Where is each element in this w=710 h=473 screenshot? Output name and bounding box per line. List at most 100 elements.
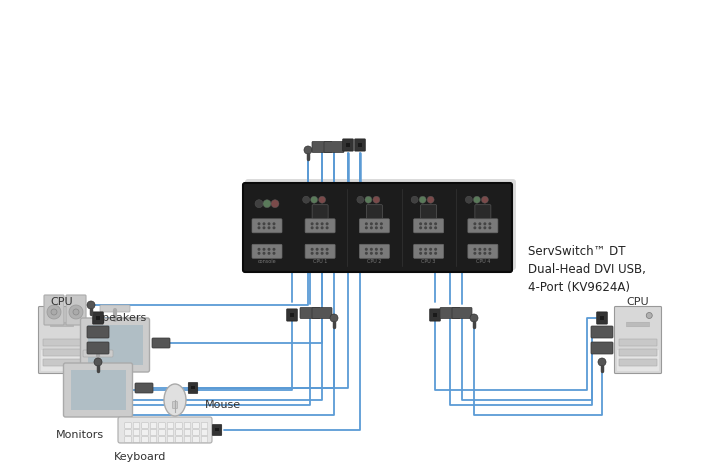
Circle shape (327, 227, 328, 228)
Circle shape (327, 223, 328, 225)
Circle shape (425, 223, 427, 225)
FancyBboxPatch shape (133, 423, 140, 428)
FancyBboxPatch shape (614, 307, 662, 374)
FancyBboxPatch shape (135, 383, 153, 393)
Circle shape (322, 248, 323, 250)
FancyBboxPatch shape (619, 349, 657, 356)
Circle shape (327, 253, 328, 254)
FancyBboxPatch shape (591, 342, 613, 354)
Circle shape (327, 248, 328, 250)
FancyBboxPatch shape (619, 359, 657, 366)
Circle shape (271, 200, 279, 208)
Text: CPU 4: CPU 4 (476, 259, 490, 264)
Ellipse shape (164, 384, 186, 416)
Circle shape (381, 223, 382, 225)
FancyBboxPatch shape (596, 312, 607, 324)
FancyBboxPatch shape (355, 139, 366, 151)
FancyBboxPatch shape (414, 244, 444, 258)
Circle shape (481, 196, 488, 203)
Circle shape (69, 305, 83, 319)
FancyBboxPatch shape (43, 349, 81, 356)
FancyBboxPatch shape (312, 205, 328, 219)
FancyBboxPatch shape (38, 307, 85, 374)
FancyBboxPatch shape (184, 429, 191, 435)
FancyBboxPatch shape (359, 219, 389, 233)
Circle shape (330, 314, 338, 322)
Circle shape (376, 253, 377, 254)
FancyBboxPatch shape (201, 423, 208, 428)
FancyBboxPatch shape (125, 437, 131, 442)
FancyBboxPatch shape (245, 179, 516, 270)
FancyBboxPatch shape (243, 183, 512, 272)
FancyBboxPatch shape (359, 244, 389, 258)
Circle shape (435, 253, 437, 254)
Circle shape (376, 227, 377, 228)
FancyBboxPatch shape (66, 295, 86, 325)
Circle shape (430, 248, 432, 250)
Circle shape (479, 253, 481, 254)
FancyBboxPatch shape (175, 423, 182, 428)
Circle shape (427, 196, 434, 203)
Circle shape (489, 227, 491, 228)
Circle shape (371, 223, 372, 225)
Circle shape (365, 196, 372, 203)
FancyBboxPatch shape (80, 318, 150, 372)
FancyBboxPatch shape (201, 429, 208, 435)
Circle shape (304, 146, 312, 154)
FancyBboxPatch shape (212, 425, 222, 436)
Circle shape (263, 253, 265, 254)
Circle shape (474, 223, 476, 225)
FancyBboxPatch shape (252, 244, 282, 258)
FancyBboxPatch shape (83, 350, 113, 357)
FancyBboxPatch shape (159, 437, 165, 442)
FancyBboxPatch shape (167, 429, 174, 435)
FancyBboxPatch shape (70, 370, 126, 410)
Circle shape (263, 248, 265, 250)
FancyBboxPatch shape (192, 437, 200, 442)
Circle shape (273, 248, 275, 250)
FancyBboxPatch shape (475, 205, 491, 219)
FancyBboxPatch shape (191, 386, 195, 389)
FancyBboxPatch shape (305, 244, 335, 258)
Circle shape (263, 227, 265, 228)
FancyBboxPatch shape (87, 325, 143, 365)
Circle shape (311, 196, 317, 203)
Text: Keyboard: Keyboard (114, 452, 166, 462)
Circle shape (484, 253, 486, 254)
Circle shape (311, 253, 313, 254)
FancyBboxPatch shape (626, 322, 650, 327)
FancyBboxPatch shape (305, 219, 335, 233)
Circle shape (47, 305, 61, 319)
Circle shape (373, 196, 380, 203)
FancyBboxPatch shape (252, 219, 282, 233)
FancyBboxPatch shape (617, 350, 659, 371)
Circle shape (366, 227, 367, 228)
FancyBboxPatch shape (324, 141, 344, 152)
Circle shape (357, 196, 364, 203)
Circle shape (489, 248, 491, 250)
Circle shape (435, 248, 437, 250)
Circle shape (371, 253, 372, 254)
Circle shape (474, 248, 476, 250)
FancyBboxPatch shape (346, 142, 351, 147)
Circle shape (479, 227, 481, 228)
Circle shape (302, 196, 310, 203)
Text: Monitors: Monitors (56, 430, 104, 440)
FancyBboxPatch shape (100, 305, 130, 312)
Circle shape (430, 253, 432, 254)
Circle shape (87, 301, 95, 309)
Circle shape (484, 248, 486, 250)
Circle shape (73, 309, 79, 315)
FancyBboxPatch shape (184, 437, 191, 442)
Text: CPU 1: CPU 1 (313, 259, 327, 264)
FancyBboxPatch shape (152, 338, 170, 348)
FancyBboxPatch shape (343, 139, 354, 151)
Circle shape (465, 196, 472, 203)
FancyBboxPatch shape (133, 429, 140, 435)
FancyBboxPatch shape (192, 423, 200, 428)
Circle shape (435, 223, 437, 225)
Circle shape (435, 227, 437, 228)
FancyBboxPatch shape (468, 244, 498, 258)
Circle shape (484, 227, 486, 228)
Circle shape (381, 253, 382, 254)
